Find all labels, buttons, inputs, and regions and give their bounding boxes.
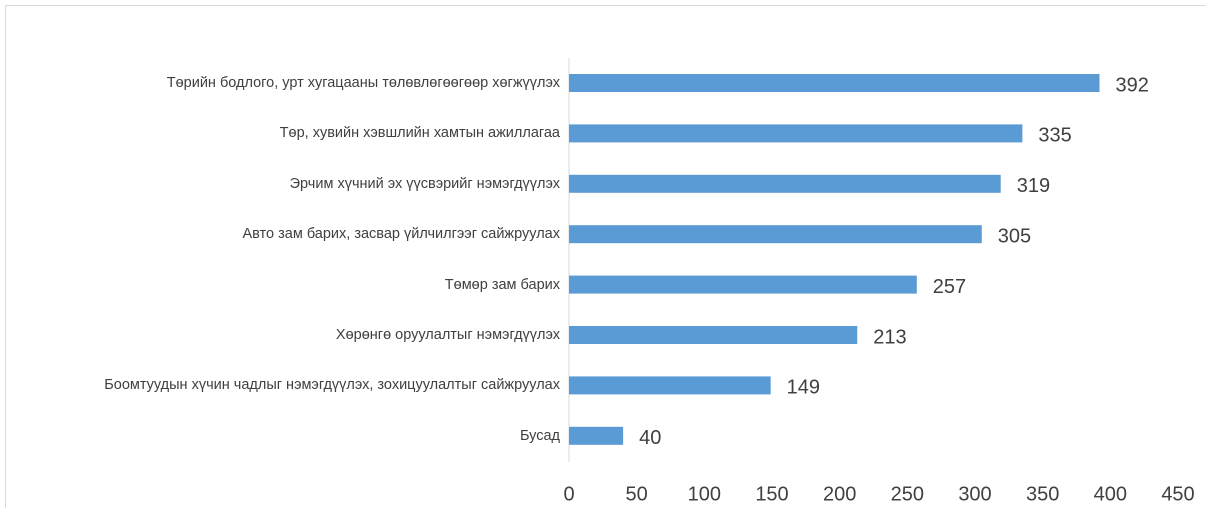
category-label: Авто зам барих, засвар үйлчилгээг сайжру… [242, 226, 561, 243]
x-tick-label: 50 [626, 483, 648, 505]
category-label: Бусад [519, 427, 560, 444]
value-label: 335 [1038, 125, 1071, 147]
x-tick-label: 150 [755, 483, 788, 505]
bar [569, 74, 1100, 92]
bar [569, 326, 858, 344]
x-tick-label: 350 [1026, 483, 1059, 505]
bar [569, 426, 624, 445]
value-label: 257 [933, 276, 966, 298]
bar [569, 225, 982, 244]
chart-border [5, 5, 1206, 508]
bar [569, 275, 917, 294]
category-label: Төмөр зам барих [444, 276, 560, 293]
bar [569, 174, 1001, 193]
value-label: 319 [1017, 175, 1050, 197]
value-label: 392 [1116, 74, 1149, 96]
category-label: Эрчим хүчний эх үүсвэрийг нэмэгдүүлэх [289, 175, 560, 192]
x-tick-label: 0 [563, 483, 574, 505]
category-label: Боомтуудын хүчин чадлыг нэмэгдүүлэх, зох… [104, 377, 560, 394]
x-tick-label: 250 [891, 483, 924, 505]
value-label: 40 [639, 427, 661, 449]
x-tick-label: 300 [958, 483, 991, 505]
value-label: 213 [873, 326, 906, 348]
x-tick-label: 450 [1161, 483, 1194, 505]
bar [569, 376, 771, 395]
x-tick-label: 400 [1094, 483, 1127, 505]
bar [569, 124, 1023, 143]
x-tick-label: 200 [823, 483, 856, 505]
category-label: Төр, хувийн хэвшлийн хамтын ажиллагаа [279, 125, 560, 142]
category-label: Төрийн бодлого, урт хугацааны төлөвлөгөө… [166, 75, 560, 91]
value-label: 305 [998, 225, 1031, 247]
value-label: 149 [787, 377, 820, 399]
x-tick-label: 100 [688, 483, 721, 505]
category-label: Хөрөнгө оруулалтыг нэмэгдүүлэх [335, 327, 560, 343]
